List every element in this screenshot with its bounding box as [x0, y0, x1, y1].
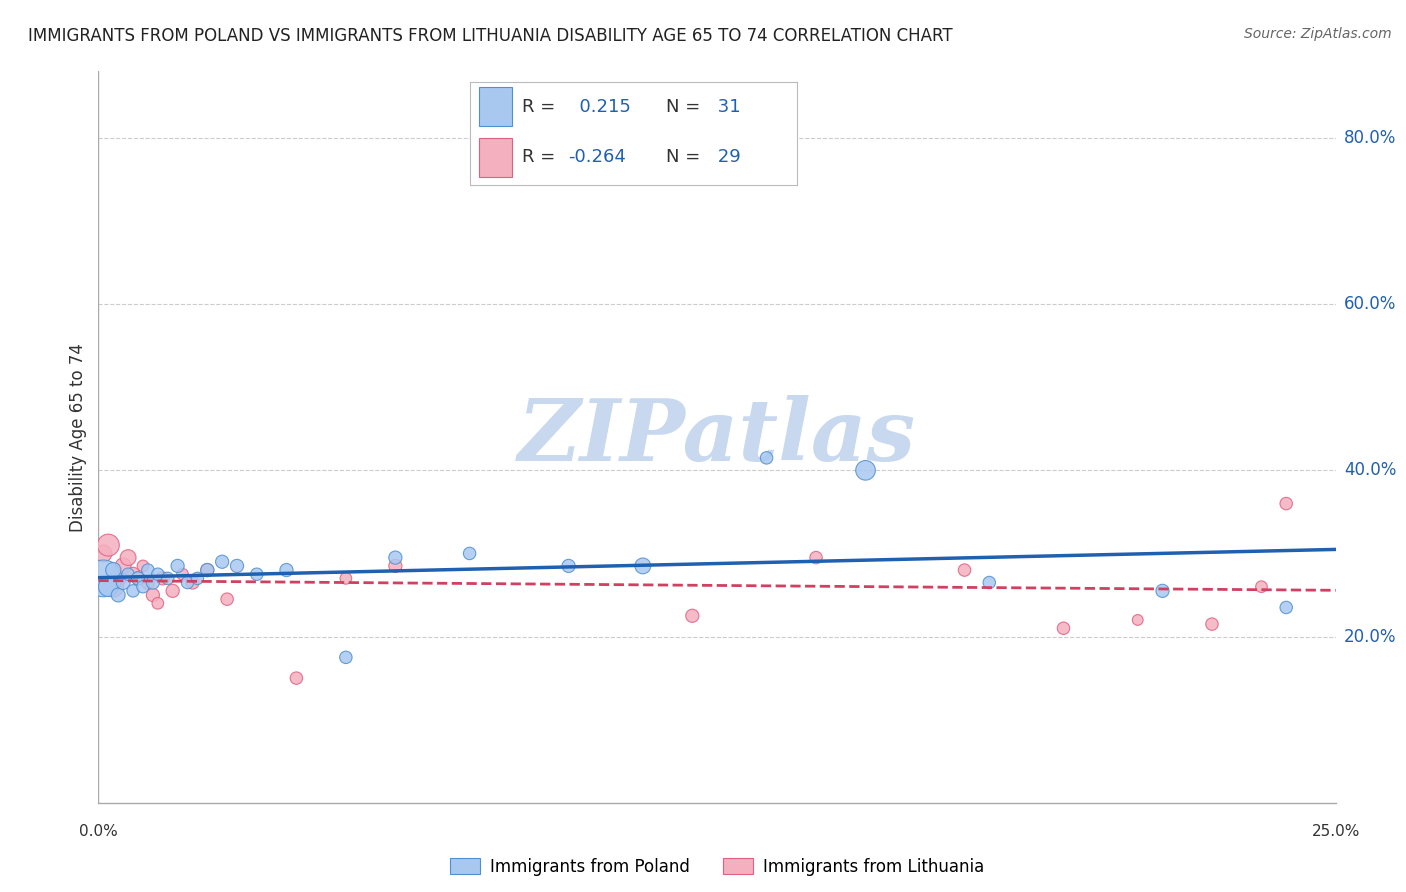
Point: [152, 571, 174, 585]
Point: [1250, 580, 1272, 594]
FancyBboxPatch shape: [479, 87, 512, 127]
Point: [979, 575, 1001, 590]
Point: [226, 558, 249, 573]
Point: [335, 650, 357, 665]
Point: [195, 563, 218, 577]
FancyBboxPatch shape: [479, 137, 512, 177]
Point: [127, 571, 149, 585]
Point: [146, 567, 169, 582]
Point: [458, 546, 481, 560]
Point: [93, 571, 115, 585]
Point: [1052, 621, 1074, 635]
Text: -0.264: -0.264: [568, 148, 626, 166]
Point: [156, 571, 179, 585]
Point: [136, 575, 159, 590]
Point: [186, 571, 208, 585]
Point: [804, 550, 827, 565]
Point: [1152, 583, 1174, 598]
Point: [1126, 613, 1149, 627]
Point: [97, 580, 120, 594]
Text: R =: R =: [522, 148, 555, 166]
Point: [681, 608, 703, 623]
Text: 40.0%: 40.0%: [1344, 461, 1396, 479]
Point: [1275, 497, 1298, 511]
Point: [142, 588, 165, 602]
Text: 25.0%: 25.0%: [1312, 823, 1360, 838]
Point: [384, 550, 406, 565]
Point: [117, 567, 139, 582]
Point: [146, 596, 169, 610]
Text: 0.0%: 0.0%: [79, 823, 118, 838]
Point: [107, 588, 129, 602]
Point: [107, 571, 129, 585]
Point: [384, 558, 406, 573]
Point: [755, 450, 778, 465]
Point: [172, 567, 194, 582]
Text: Source: ZipAtlas.com: Source: ZipAtlas.com: [1244, 27, 1392, 41]
Point: [217, 592, 239, 607]
Text: N =: N =: [666, 98, 700, 116]
Legend: Immigrants from Poland, Immigrants from Lithuania: Immigrants from Poland, Immigrants from …: [443, 851, 991, 882]
Text: 80.0%: 80.0%: [1344, 128, 1396, 147]
Point: [112, 558, 135, 573]
Text: IMMIGRANTS FROM POLAND VS IMMIGRANTS FROM LITHUANIA DISABILITY AGE 65 TO 74 CORR: IMMIGRANTS FROM POLAND VS IMMIGRANTS FRO…: [28, 27, 953, 45]
Point: [195, 563, 218, 577]
Point: [631, 558, 654, 573]
Point: [855, 463, 877, 477]
Text: ZIPatlas: ZIPatlas: [517, 395, 917, 479]
Point: [166, 558, 188, 573]
Point: [335, 571, 357, 585]
Point: [176, 575, 198, 590]
Point: [1275, 600, 1298, 615]
Point: [103, 563, 125, 577]
Text: N =: N =: [666, 148, 700, 166]
Y-axis label: Disability Age 65 to 74: Disability Age 65 to 74: [69, 343, 87, 532]
Point: [211, 555, 233, 569]
Point: [136, 563, 159, 577]
Point: [142, 575, 165, 590]
Point: [181, 575, 204, 590]
Text: 29: 29: [713, 148, 741, 166]
Point: [276, 563, 298, 577]
Point: [97, 538, 120, 552]
Point: [112, 575, 135, 590]
Text: 31: 31: [713, 98, 741, 116]
Point: [953, 563, 976, 577]
Point: [103, 580, 125, 594]
Point: [93, 546, 115, 560]
Point: [557, 558, 579, 573]
Point: [1201, 617, 1223, 632]
Point: [246, 567, 269, 582]
Text: R =: R =: [522, 98, 555, 116]
Point: [132, 580, 155, 594]
Text: 20.0%: 20.0%: [1344, 628, 1396, 646]
Point: [122, 583, 145, 598]
Text: 60.0%: 60.0%: [1344, 295, 1396, 313]
Point: [127, 571, 149, 585]
Point: [117, 550, 139, 565]
Point: [132, 558, 155, 573]
Point: [285, 671, 308, 685]
Point: [162, 583, 184, 598]
Text: 0.215: 0.215: [568, 98, 631, 116]
Point: [122, 567, 145, 582]
